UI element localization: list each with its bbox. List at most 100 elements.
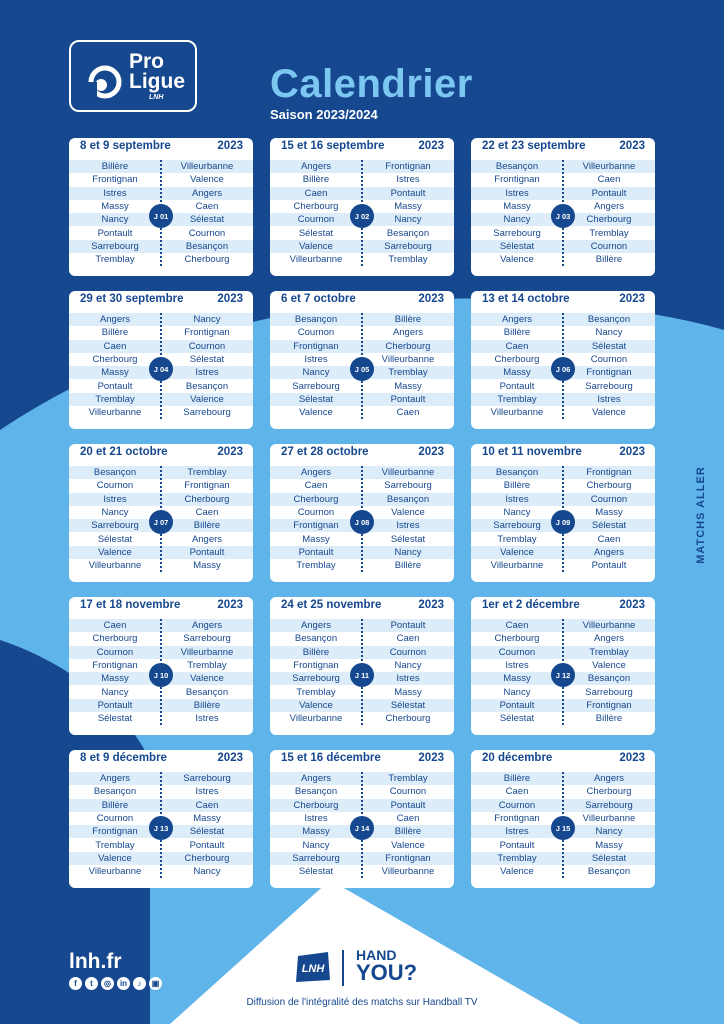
away-team: Sélestat	[591, 852, 627, 864]
side-label: MATCHS ALLER	[694, 450, 708, 580]
round-card: 1er et 2 décembre 2023 Caen Villeurbanne Che…	[471, 597, 655, 735]
round-header: 24 et 25 novembre 2023	[270, 597, 454, 616]
facebook-icon[interactable]: f	[69, 977, 82, 990]
away-team: Pontault	[390, 393, 426, 405]
round-badge: J 01	[149, 204, 173, 228]
away-team: Valence	[592, 407, 626, 419]
match-row: Sélestat Billère	[471, 712, 655, 725]
match-row: Sarrebourg Massy	[270, 379, 454, 392]
match-row: Frontignan Nancy	[270, 659, 454, 672]
away-team: Sélestat	[591, 520, 627, 532]
home-team: Billère	[101, 327, 129, 339]
match-row: Besançon Caen	[270, 632, 454, 645]
round-year: 2023	[217, 293, 243, 305]
round-card: 10 et 11 novembre 2023 Besançon Frontignan B…	[471, 444, 655, 582]
round-date: 13 et 14 octobre	[482, 293, 570, 305]
match-row: Nancy Besançon	[69, 685, 253, 698]
home-team: Cournon	[297, 327, 335, 339]
proligue-logo: Pro Ligue LNH	[69, 40, 197, 112]
round-card: 20 et 21 octobre 2023 Besançon Tremblay Cour…	[69, 444, 253, 582]
home-team: Sélestat	[97, 533, 133, 545]
away-team: Sarrebourg	[183, 407, 231, 419]
home-team: Caen	[103, 620, 127, 632]
home-team: Pontault	[499, 839, 535, 851]
away-team: Villeurbanne	[381, 354, 435, 366]
match-row: Massy Caen	[69, 200, 253, 213]
round-date: 6 et 7 octobre	[281, 293, 356, 305]
home-team: Sélestat	[298, 393, 334, 405]
match-row: Cherbourg Massy	[270, 200, 454, 213]
home-team: Frontignan	[293, 660, 339, 672]
linkedin-icon[interactable]: in	[117, 977, 130, 990]
round-year: 2023	[619, 293, 645, 305]
round-badge: J 11	[350, 663, 374, 687]
round-year: 2023	[619, 752, 645, 764]
away-team: Nancy	[595, 327, 623, 339]
away-team: Angers	[593, 546, 625, 558]
twitter-icon[interactable]: t	[85, 977, 98, 990]
match-row: Frontignan Valence	[69, 173, 253, 186]
home-team: Billère	[101, 799, 129, 811]
home-team: Besançon	[93, 786, 137, 798]
round-date: 20 décembre	[482, 752, 553, 764]
match-row: Billère Cherbourg	[471, 479, 655, 492]
match-row: Istres Caen	[270, 812, 454, 825]
match-list: Besançon Tremblay Cournon Frontignan Istres C…	[69, 466, 253, 572]
away-team: Cournon	[590, 240, 628, 252]
round-header: 8 et 9 septembre 2023	[69, 138, 253, 157]
home-team: Tremblay	[296, 560, 336, 572]
match-row: Caen Sarrebourg	[270, 479, 454, 492]
home-team: Nancy	[101, 214, 129, 226]
home-team: Nancy	[101, 507, 129, 519]
away-team: Pontault	[390, 187, 426, 199]
season-subtitle: Saison 2023/2024	[270, 107, 378, 122]
home-team: Istres	[505, 660, 529, 672]
match-row: Villeurbanne Pontault	[471, 559, 655, 572]
round-header: 15 et 16 décembre 2023	[270, 750, 454, 769]
away-team: Besançon	[185, 686, 229, 698]
match-row: Villeurbanne Cherbourg	[270, 712, 454, 725]
away-team: Cournon	[188, 227, 226, 239]
side-label-text: MATCHS ALLER	[695, 466, 707, 564]
home-team: Massy	[302, 826, 330, 838]
match-row: Cournon Frontignan	[69, 479, 253, 492]
home-team: Villeurbanne	[289, 713, 343, 725]
home-team: Caen	[103, 340, 127, 352]
away-team: Billère	[595, 254, 623, 266]
home-team: Angers	[300, 467, 332, 479]
home-team: Tremblay	[95, 393, 135, 405]
home-team: Massy	[101, 367, 129, 379]
home-team: Villeurbanne	[88, 866, 142, 878]
away-team: Istres	[195, 786, 219, 798]
home-team: Besançon	[294, 314, 338, 326]
home-team: Billère	[503, 327, 531, 339]
away-team: Billère	[394, 826, 422, 838]
away-team: Valence	[391, 839, 425, 851]
tiktok-icon[interactable]: ♪	[133, 977, 146, 990]
round-badge: J 12	[551, 663, 575, 687]
round-header: 27 et 28 octobre 2023	[270, 444, 454, 463]
home-team: Billère	[302, 646, 330, 658]
match-list: Angers Tremblay Besançon Cournon Cherbourg Po…	[270, 772, 454, 878]
round-header: 1er et 2 décembre 2023	[471, 597, 655, 616]
round-date: 27 et 28 octobre	[281, 446, 369, 458]
away-team: Besançon	[587, 314, 631, 326]
away-team: Caen	[195, 507, 219, 519]
home-team: Istres	[505, 493, 529, 505]
round-badge: J 14	[350, 816, 374, 840]
match-row: Besançon Istres	[69, 785, 253, 798]
website-url[interactable]: lnh.fr	[69, 950, 122, 973]
round-card: 8 et 9 septembre 2023 Billère Villeurbanne F…	[69, 138, 253, 276]
round-year: 2023	[418, 446, 444, 458]
away-team: Valence	[190, 393, 224, 405]
home-team: Cherbourg	[293, 493, 339, 505]
home-team: Cournon	[96, 480, 134, 492]
home-team: Istres	[505, 187, 529, 199]
instagram-icon[interactable]: ◎	[101, 977, 114, 990]
match-row: Tremblay Cherbourg	[69, 253, 253, 266]
away-team: Nancy	[394, 660, 422, 672]
away-team: Pontault	[390, 799, 426, 811]
home-team: Istres	[304, 354, 328, 366]
twitch-icon[interactable]: ▣	[149, 977, 162, 990]
home-team: Cherbourg	[92, 354, 138, 366]
